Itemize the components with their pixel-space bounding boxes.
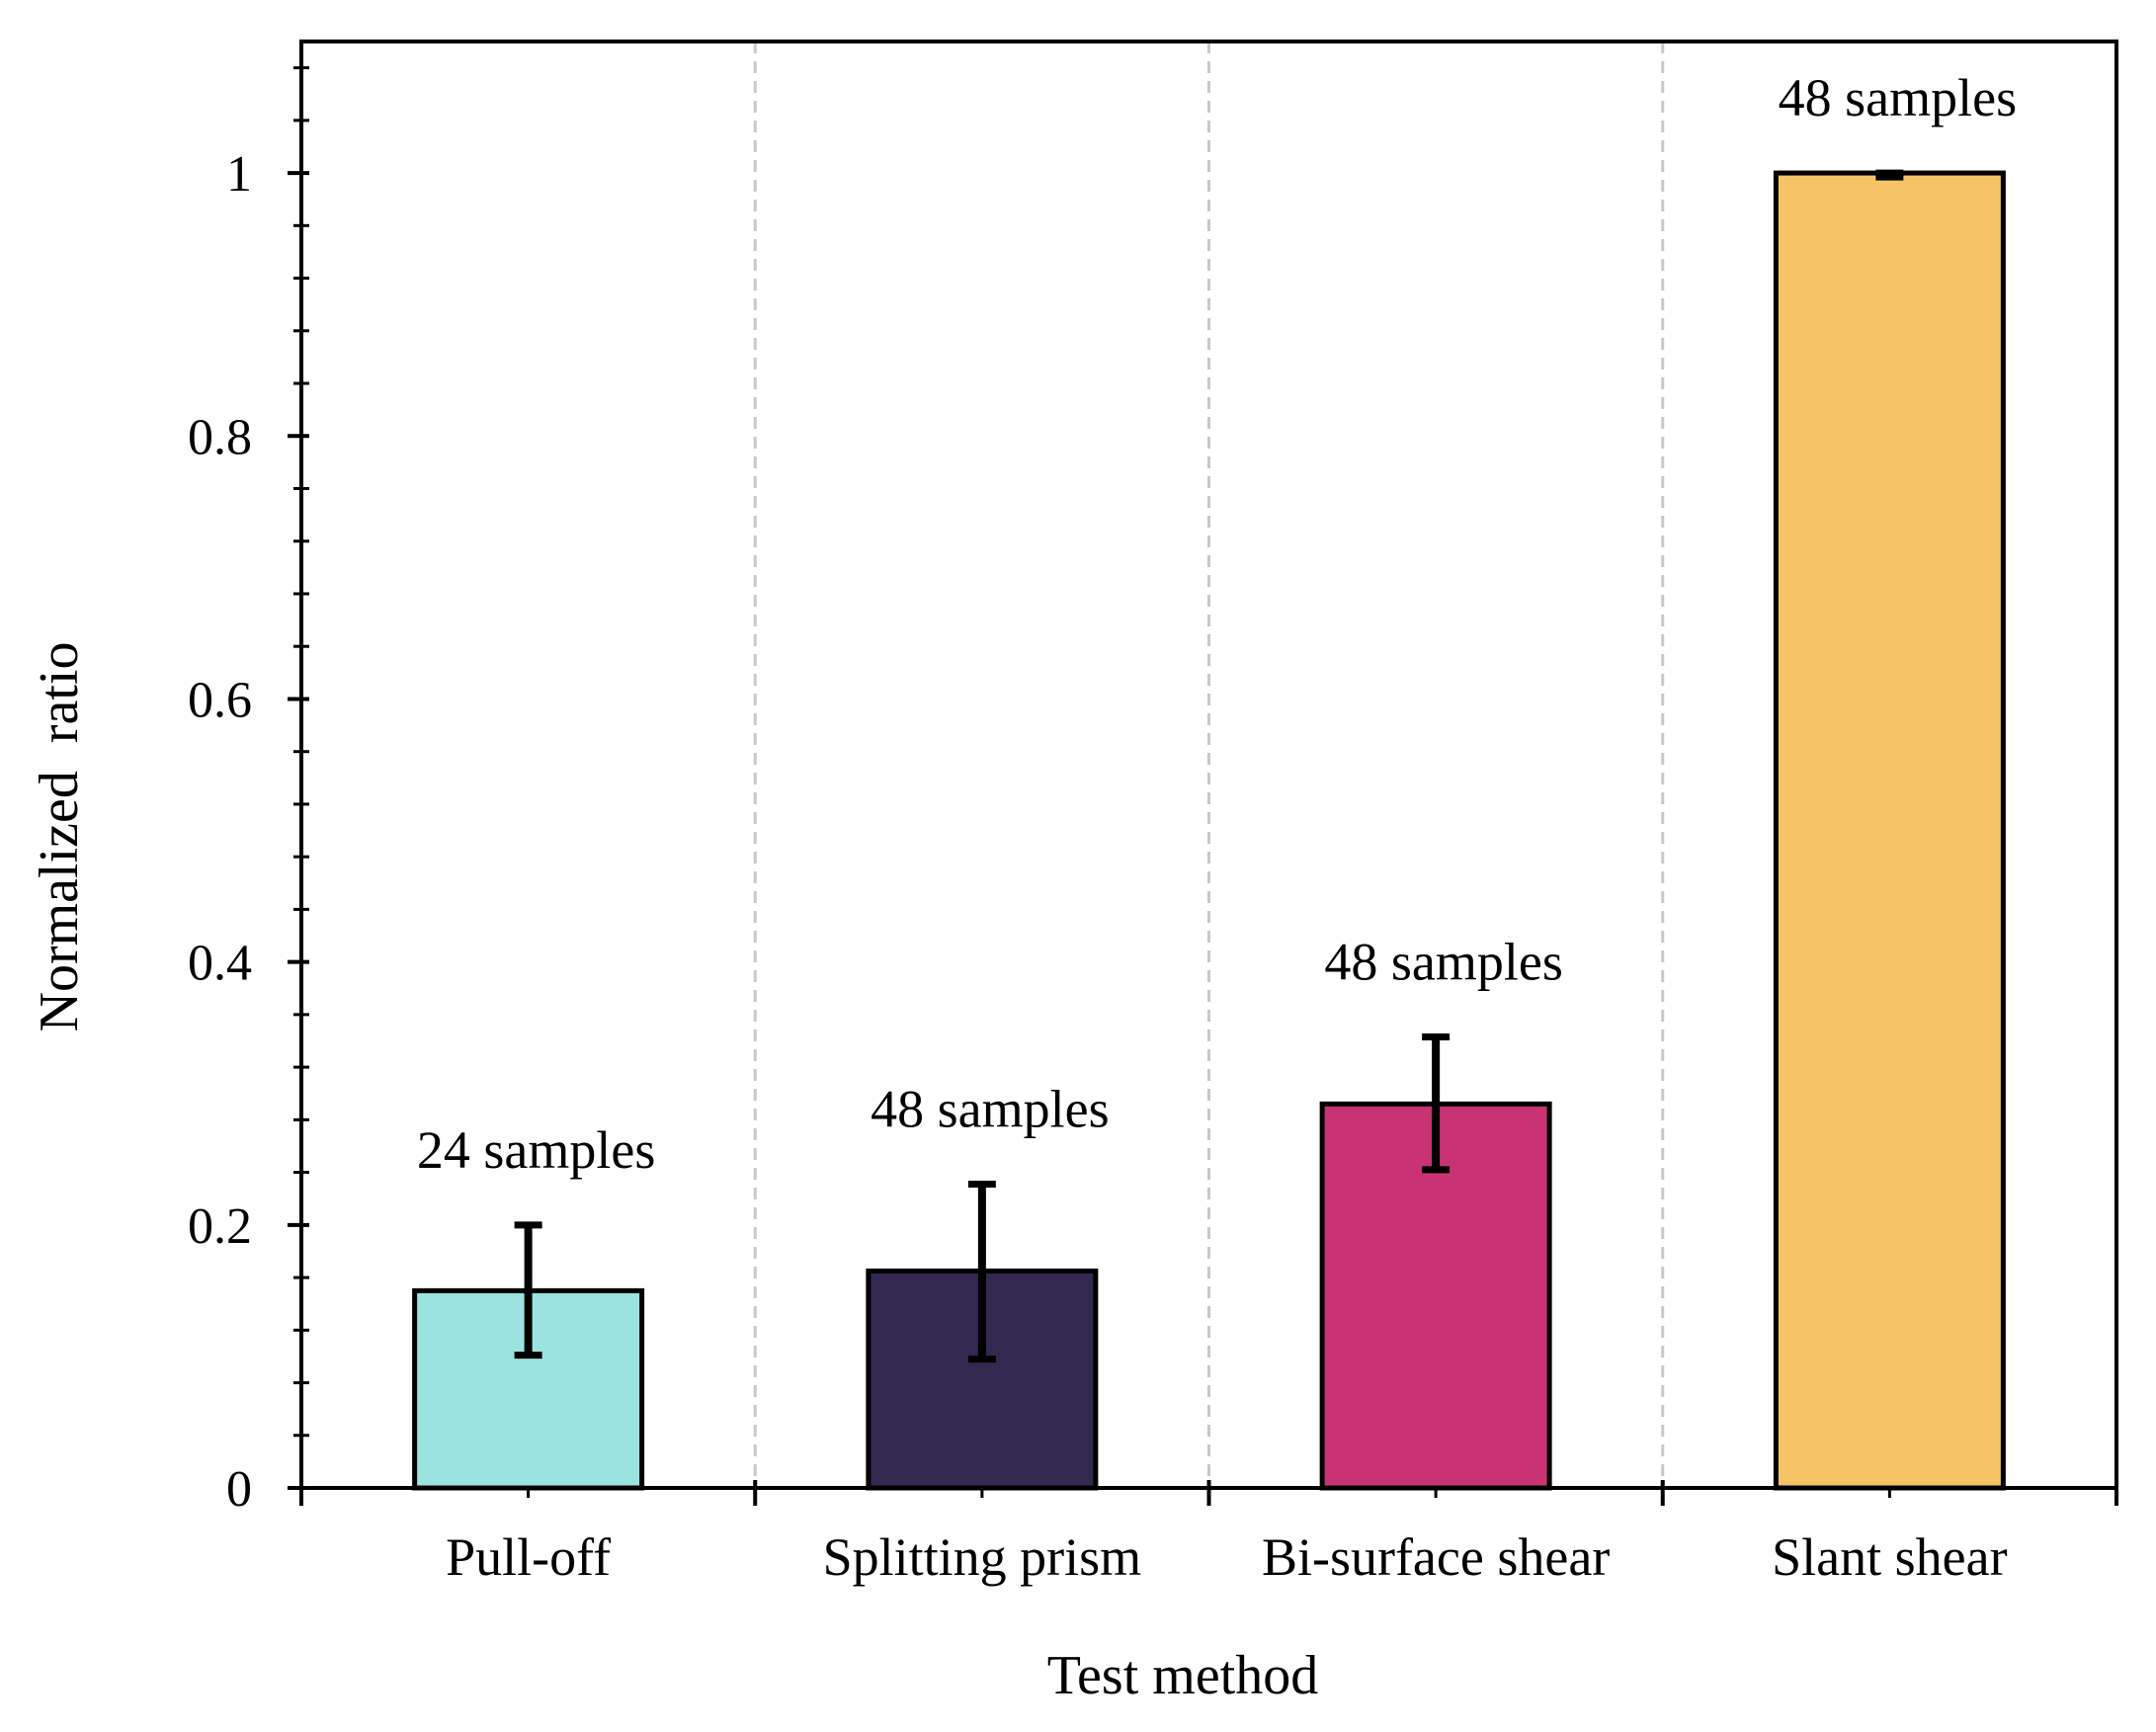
error-bar bbox=[967, 1181, 996, 1363]
x-tick-label: Slant shear bbox=[1772, 1527, 2007, 1587]
error-bar bbox=[514, 1221, 542, 1360]
y-tick-label: 0.8 bbox=[188, 409, 252, 465]
sample-count-label: 48 samples bbox=[1779, 68, 2017, 127]
error-bar bbox=[1875, 169, 1904, 181]
error-bar bbox=[1422, 1032, 1451, 1174]
y-tick-label: 0.4 bbox=[188, 936, 252, 992]
x-tick-label: Bi-surface shear bbox=[1262, 1527, 1610, 1587]
x-axis-ticks: Pull-off Splitting prism Bi-surface shear S… bbox=[299, 1480, 2118, 1587]
x-axis-title: Test method bbox=[1047, 1645, 1318, 1706]
sample-count-label: 48 samples bbox=[1324, 932, 1562, 991]
x-tick-label: Pull-off bbox=[446, 1527, 611, 1587]
bar-slant-shear bbox=[1773, 170, 2006, 1491]
y-axis-ticks: 0 0.2 0.4 0.6 0.8 1 bbox=[188, 66, 309, 1518]
sample-count-label: 48 samples bbox=[871, 1080, 1109, 1139]
y-axis-title: Normalized ratio bbox=[29, 642, 90, 1032]
x-tick-label: Splitting prism bbox=[823, 1527, 1142, 1587]
category-separators bbox=[753, 41, 1665, 1488]
y-tick-label: 0.2 bbox=[188, 1198, 252, 1255]
sample-count-label: 24 samples bbox=[417, 1120, 655, 1180]
error-bars bbox=[514, 169, 1904, 1363]
y-tick-label: 1 bbox=[226, 146, 252, 203]
y-tick-label: 0.6 bbox=[188, 672, 252, 728]
y-tick-label: 0 bbox=[226, 1461, 252, 1518]
sample-annotations: 24 samples 48 samples 48 samples 48 samples bbox=[417, 68, 2017, 1180]
